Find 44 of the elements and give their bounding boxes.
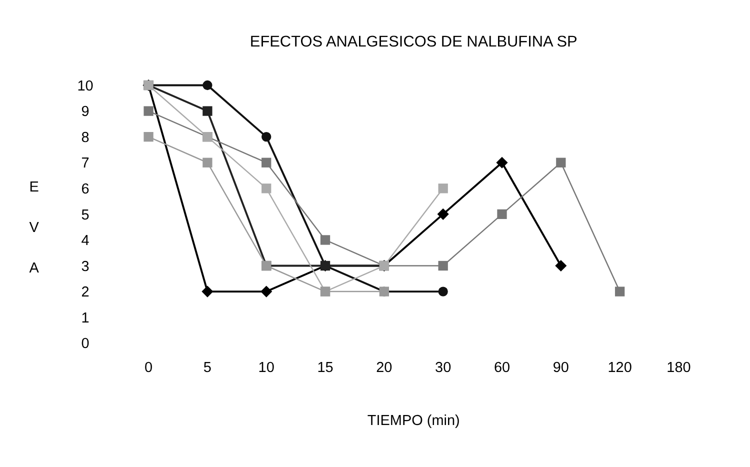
point <box>144 106 154 116</box>
point <box>202 158 212 168</box>
x-tick-label: 60 <box>494 360 510 376</box>
x-tick-label: 5 <box>203 360 212 376</box>
x-tick-label: 90 <box>552 360 569 376</box>
x-tick-label: 15 <box>317 360 334 376</box>
point <box>262 132 272 142</box>
point <box>556 158 566 168</box>
point <box>260 286 272 298</box>
x-tick-label: 30 <box>435 360 452 376</box>
y-tick-label: 0 <box>81 336 90 352</box>
x-tick-label: 120 <box>608 360 632 376</box>
point <box>437 208 449 220</box>
point <box>202 80 212 90</box>
point <box>262 184 272 194</box>
point <box>614 286 625 296</box>
text: EVA <box>29 179 39 277</box>
y-tick-label: 1 <box>81 310 90 326</box>
point <box>262 158 272 168</box>
point <box>144 132 154 142</box>
point <box>438 286 448 296</box>
chart-title: EFECTOS ANALGESICOS DE NALBUFINA SP <box>250 34 578 51</box>
x-tick-label: 20 <box>376 360 392 376</box>
point <box>496 156 508 168</box>
x-tick-label: 0 <box>144 360 153 376</box>
point <box>555 260 567 272</box>
y-tick-label: 4 <box>81 233 90 250</box>
point <box>438 260 448 271</box>
point <box>202 106 212 116</box>
x-tick-label: 180 <box>666 360 691 376</box>
point <box>438 184 448 194</box>
y-tick-label: 6 <box>81 181 90 198</box>
y-tick-label: 7 <box>81 156 90 172</box>
y-tick-label: 10 <box>77 78 94 94</box>
y-tick-label: 9 <box>81 104 90 120</box>
y-tick-label: 5 <box>81 207 90 224</box>
y-tick-label: 8 <box>81 130 90 146</box>
y-tick-label: 3 <box>81 258 90 275</box>
x-tick-label: 10 <box>258 360 274 376</box>
y-tick-label: 2 <box>81 284 90 301</box>
x-axis-title: TIEMPO (min) <box>367 413 460 430</box>
point <box>497 209 507 220</box>
point <box>202 286 214 298</box>
point <box>320 235 330 245</box>
